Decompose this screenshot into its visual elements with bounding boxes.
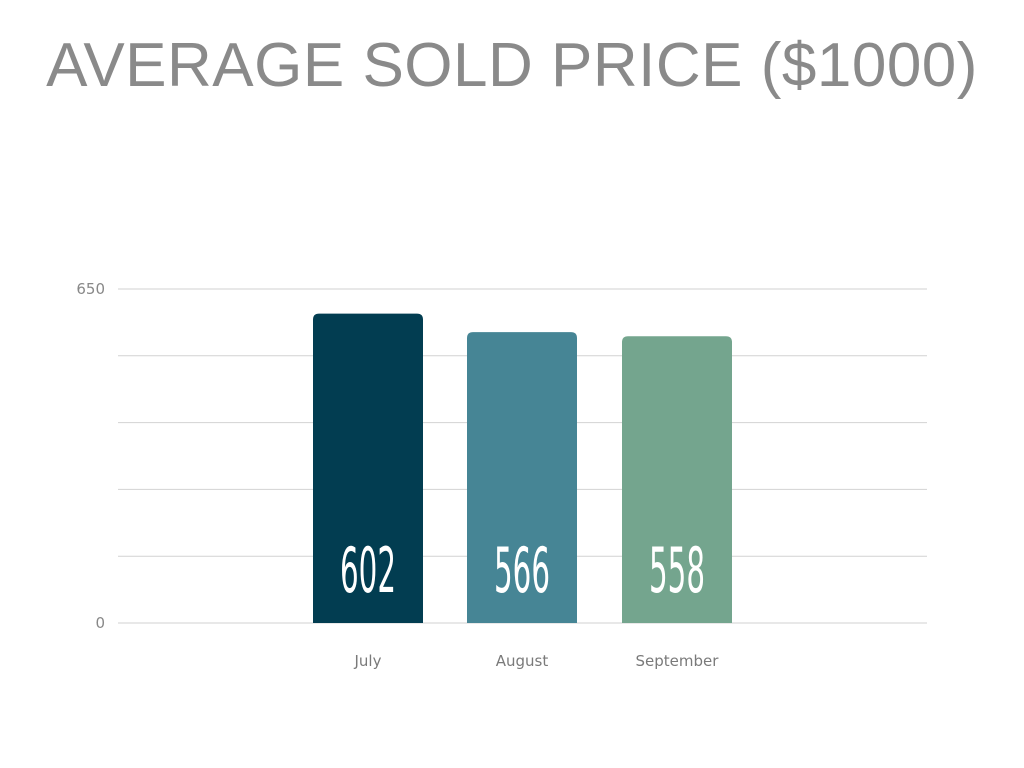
bars bbox=[313, 313, 732, 623]
y-tick-label: 0 bbox=[95, 614, 105, 632]
y-axis-ticks: 0 650 bbox=[76, 280, 105, 632]
bar-august bbox=[467, 332, 577, 623]
x-tick-label: August bbox=[496, 652, 549, 670]
bar-value-label: 558 bbox=[649, 534, 705, 607]
bar-july bbox=[313, 313, 423, 623]
y-tick-label: 650 bbox=[76, 280, 105, 298]
chart-title: AVERAGE SOLD PRICE ($1000) bbox=[46, 31, 978, 100]
bar-september bbox=[622, 336, 732, 623]
x-tick-label: September bbox=[636, 652, 720, 670]
bar-value-label: 602 bbox=[340, 534, 396, 607]
bar-value-labels: 602 566 558 bbox=[340, 534, 705, 607]
bar-value-label: 566 bbox=[494, 534, 550, 607]
x-axis-labels: July August September bbox=[354, 652, 720, 670]
x-tick-label: July bbox=[354, 652, 382, 670]
